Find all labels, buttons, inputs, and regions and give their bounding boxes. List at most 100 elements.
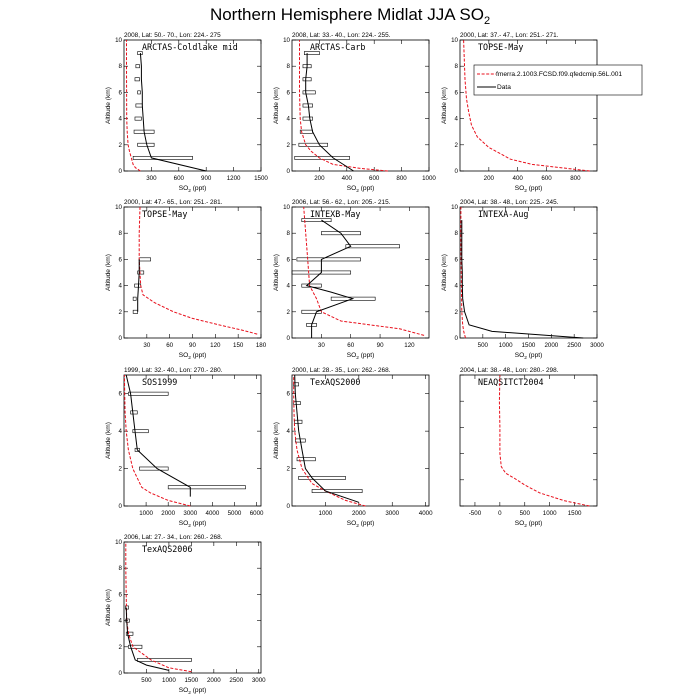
x-tick-label: 1500 [568,510,582,517]
data-range-box [137,270,145,275]
y-tick-label: 2 [287,309,291,316]
x-tick-label: 1500 [254,175,268,182]
plot-frame [291,206,430,339]
x-tick-label: 30 [143,342,150,349]
campaign-label: NEAQSITCT2004 [478,377,544,387]
model-line [299,40,388,172]
x-tick-label: 1500 [184,677,198,684]
y-tick-label: 0 [287,335,291,342]
campaign-label: TexAQS2006 [142,544,192,554]
y-tick-label: 8 [119,63,123,70]
data-line [461,220,584,339]
y-tick-label: 10 [283,204,290,211]
panel-10: 2006, Lat: 27.- 34., Lon: 260.- 268. 0 2 4 6… [105,534,266,696]
y-tick-label: 4 [119,428,123,435]
data-range-box [134,283,142,288]
x-axis-label: SO2 (ppt) [179,352,207,361]
x-tick-label: 300 [146,175,157,182]
x-tick-label: 2000 [352,510,366,517]
y-axis-label: Altitude (km) [273,422,280,459]
data-line [294,374,359,503]
plot-frame [291,374,430,507]
data-range-box [311,489,363,493]
panel-header: 2006, Lat: 56.- 62., Lon: 205.- 215. [292,199,391,206]
y-tick-label: 8 [119,565,123,572]
data-range-box [138,257,151,262]
plot-frame [459,206,598,339]
y-tick-label: 6 [119,391,123,398]
y-tick-label: 8 [119,230,123,237]
y-axis-label: Altitude (km) [273,254,280,291]
data-range-box [137,51,143,56]
data-line [125,374,191,497]
y-axis-label: Altitude (km) [273,87,280,124]
panel-4: 2000, Lat: 47.- 65., Lon: 251.- 281. 0 2 4 6… [105,199,267,361]
data-range-box [296,457,316,462]
data-range-box [125,631,134,636]
data-range-box [128,391,169,396]
panels: 2008, Lat: 50.- 70., Lon: 224.- 275 0 2 4 6 8… [105,32,643,696]
panel-header: 2004, Lat: 38.- 48., Lon: 225.- 245. [460,199,559,206]
data-range-box [294,156,350,160]
x-tick-label: 1000 [139,510,153,517]
x-tick-label: 3000 [385,510,399,517]
data-line [305,219,355,338]
x-tick-label: 60 [166,342,173,349]
campaign-label: SOS1999 [142,377,177,387]
y-tick-label: 4 [287,283,291,290]
data-range-box [130,410,138,415]
legend: fmerra.2.1003.FCSD.f09.qfedcmip.56L.001 D… [473,64,643,96]
data-range-box [321,231,361,236]
y-axis-label: Altitude (km) [441,254,448,291]
y-axis-label: Altitude (km) [105,254,112,291]
y-tick-label: 6 [455,89,459,96]
data-line [125,607,170,671]
data-range-box [298,142,328,147]
panel-header: 2000, Lat: 37.- 47., Lon: 251.- 271. [460,32,559,39]
panel-5: 2006, Lat: 56.- 62., Lon: 205.- 215. 0 2 4 6… [273,199,430,361]
x-tick-label: 1000 [319,510,333,517]
x-tick-label: 3000 [252,677,266,684]
data-range-box [135,64,140,69]
y-tick-label: 0 [119,503,123,510]
data-range-box [132,156,193,160]
y-tick-label: 8 [287,63,291,70]
x-tick-label: 4000 [419,510,433,517]
y-tick-label: 4 [119,618,123,625]
x-tick-label: 3000 [183,510,197,517]
x-axis-label: SO2 (ppt) [347,520,375,529]
campaign-label: TOPSE-May [142,209,187,219]
y-tick-label: 0 [119,335,123,342]
y-tick-label: 2 [455,142,459,149]
x-tick-label: 1000 [162,677,176,684]
model-line [125,542,192,673]
model-line [460,207,466,339]
x-tick-label: 6000 [250,510,264,517]
x-tick-label: 800 [570,175,581,182]
y-tick-label: 2 [119,466,123,473]
data-range-box [135,103,143,108]
y-tick-label: 4 [119,283,123,290]
x-tick-label: 4000 [206,510,220,517]
y-tick-label: 10 [115,204,122,211]
data-range-box [137,90,141,95]
panel-header: 2008, Lat: 33.- 40., Lon: 224.- 255. [292,32,391,39]
x-axis-label: SO2 (ppt) [347,352,375,361]
plot-frame [123,39,262,172]
model-line [498,374,590,507]
y-tick-label: 2 [287,466,291,473]
x-tick-label: 200 [484,175,495,182]
x-tick-label: -500 [469,510,482,517]
y-tick-label: 0 [455,335,459,342]
y-tick-label: 0 [119,168,123,175]
y-axis-label: Altitude (km) [105,589,112,626]
x-tick-label: 5000 [228,510,242,517]
data-range-box [302,90,316,95]
model-line [123,374,191,507]
panel-header: 2006, Lat: 27.- 34., Lon: 260.- 268. [124,534,223,541]
plot-frame [459,39,598,172]
x-tick-label: 500 [141,677,152,684]
figure-title: Northern Hemisphere Midlat JJA SO2 [210,5,490,27]
x-tick-label: 2000 [161,510,175,517]
x-tick-label: 600 [541,175,552,182]
